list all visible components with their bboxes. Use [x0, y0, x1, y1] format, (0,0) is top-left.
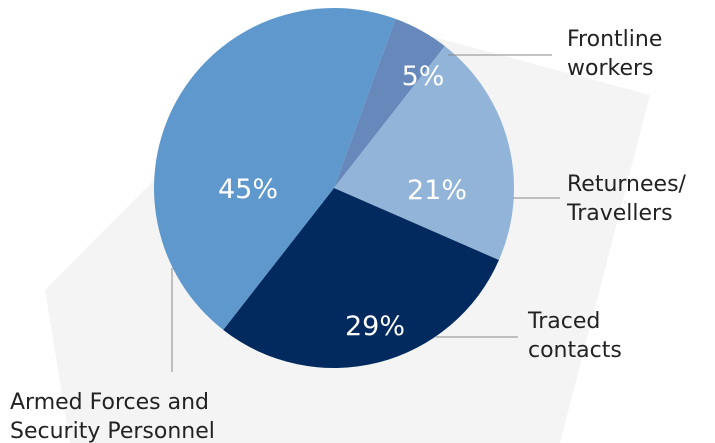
slice-armed-forces: [154, 8, 396, 330]
category-label-frontline-workers: Frontline workers: [567, 27, 669, 81]
slice-frontline-workers: [334, 18, 445, 188]
category-label-frontline-workers-line-1: Frontline: [567, 27, 662, 52]
slice-traced-contacts: [223, 188, 499, 369]
value-label-returnees-travellers: 21%: [407, 175, 467, 206]
value-label-armed-forces: 45%: [218, 174, 278, 205]
leader-lines: [171, 54, 560, 372]
slice-value-labels: 5% 21% 29% 45%: [218, 61, 467, 342]
category-label-traced-contacts-line-2: contacts: [528, 338, 622, 363]
category-label-armed-forces-line-2: Security Personnel: [10, 419, 215, 443]
category-label-armed-forces-line-1: Armed Forces and: [10, 390, 209, 415]
pie-slices: [154, 8, 515, 369]
category-label-traced-contacts: Traced contacts: [527, 309, 622, 363]
category-label-returnees-travellers: Returnees/ Travellers: [566, 172, 693, 226]
slice-returnees-travellers: [334, 46, 515, 261]
category-label-traced-contacts-line-1: Traced: [527, 309, 600, 334]
category-label-returnees-travellers-line-1: Returnees/: [567, 172, 687, 197]
value-label-traced-contacts: 29%: [345, 311, 405, 342]
category-labels: Frontline workers Returnees/ Travellers …: [10, 27, 693, 443]
category-label-returnees-travellers-line-2: Travellers: [566, 201, 673, 226]
value-label-frontline-workers: 5%: [402, 61, 445, 92]
category-label-armed-forces: Armed Forces and Security Personnel: [10, 390, 216, 443]
category-label-frontline-workers-line-2: workers: [567, 56, 654, 81]
